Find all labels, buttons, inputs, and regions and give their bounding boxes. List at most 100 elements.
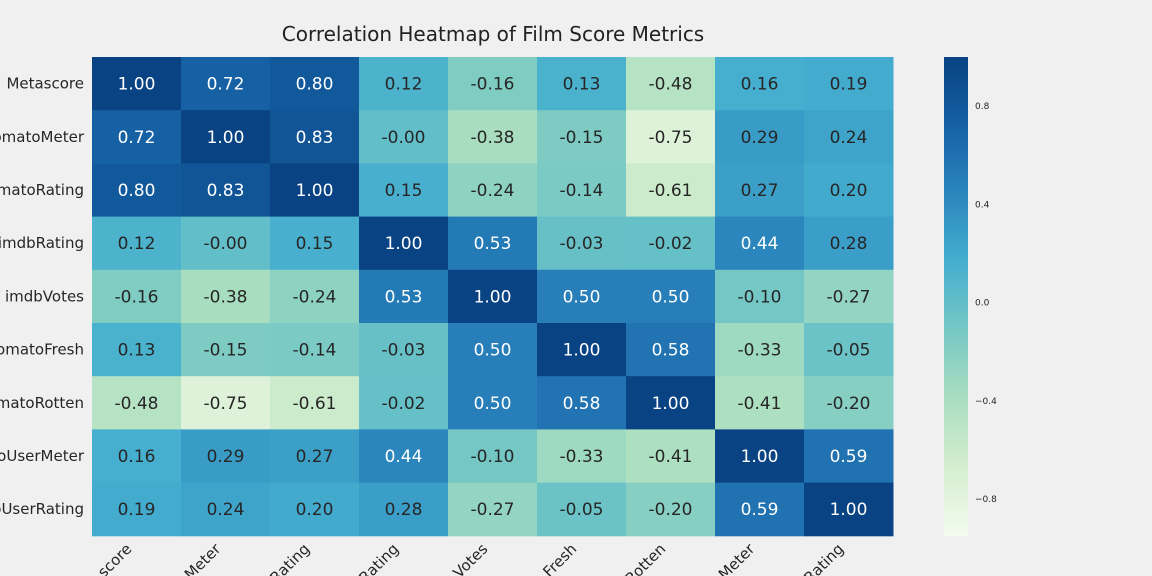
colorbar-tick-label: 0.8 (975, 102, 990, 112)
heatmap-cell (92, 57, 182, 111)
cell-value-label: -0.33 (738, 341, 782, 361)
heatmap-cell (804, 482, 894, 537)
heatmap-cell (537, 269, 627, 324)
heatmap-cell (626, 110, 716, 164)
heatmap-cell (359, 429, 449, 484)
row-label: toUserMeter (0, 447, 85, 465)
cell-value-label: 0.19 (118, 500, 156, 520)
row-label: omatoRating (0, 181, 84, 199)
cell-value-label: -0.00 (204, 234, 248, 254)
heatmap-cell (448, 216, 538, 271)
cell-value-label: -0.27 (471, 500, 515, 520)
heatmap-cell (626, 376, 716, 430)
cell-value-label: -0.38 (471, 128, 515, 148)
heatmap-cell (804, 216, 894, 271)
heatmap-cell (359, 216, 449, 271)
heatmap-cell (92, 163, 182, 218)
row-label: omatoRotten (0, 394, 84, 412)
cell-value-label: 0.27 (296, 447, 334, 467)
cell-value-label: 0.16 (118, 447, 156, 467)
cell-value-label: 0.80 (118, 181, 156, 201)
heatmap-cell (92, 216, 182, 271)
cell-value-label: 0.50 (652, 287, 690, 307)
cell-value-label: 0.50 (563, 287, 601, 307)
heatmap-cell (448, 482, 538, 537)
heatmap-cell (804, 429, 894, 484)
cell-value-label: -0.16 (115, 287, 159, 307)
heatmap-cell (448, 376, 538, 430)
cell-value-label: 0.53 (474, 234, 512, 254)
cell-value-label: 0.29 (207, 447, 245, 467)
heatmap-cell (92, 110, 182, 164)
cell-value-label: 0.28 (385, 500, 423, 520)
cell-value-label: 0.53 (385, 287, 423, 307)
cell-value-label: 0.83 (207, 181, 245, 201)
heatmap-cell (715, 57, 805, 111)
colorbar-tick-label: −0.4 (975, 397, 997, 407)
cell-value-label: 1.00 (118, 75, 156, 95)
cell-value-label: -0.14 (293, 341, 337, 361)
cell-value-label: 0.59 (830, 447, 868, 467)
cell-value-label: 1.00 (830, 500, 868, 520)
heatmap-cell (804, 110, 894, 164)
cell-value-label: 0.20 (830, 181, 868, 201)
cell-value-label: 1.00 (207, 128, 245, 148)
cell-value-label: 0.44 (385, 447, 423, 467)
heatmap-cell (181, 482, 271, 537)
cell-value-label: -0.05 (827, 341, 871, 361)
cell-value-label: -0.10 (471, 447, 515, 467)
heatmap-cell (537, 163, 627, 218)
row-label: oUserRating (0, 500, 84, 518)
heatmap-cell (181, 269, 271, 324)
heatmap-cell (359, 323, 449, 377)
heatmap-cell (804, 163, 894, 218)
cell-value-label: 0.44 (741, 234, 779, 254)
cell-value-label: -0.24 (471, 181, 515, 201)
heatmap-cell (359, 163, 449, 218)
cell-value-label: 0.19 (830, 75, 868, 95)
heatmap-cell (804, 57, 894, 111)
cell-value-label: -0.15 (560, 128, 604, 148)
cell-value-label: -0.24 (293, 287, 337, 307)
heatmap-cell (270, 163, 360, 218)
cell-value-label: -0.27 (827, 287, 871, 307)
heatmap-cell (181, 163, 271, 218)
heatmap-cell (537, 323, 627, 377)
heatmap-cell (626, 429, 716, 484)
row-label: imdbVotes (5, 287, 84, 305)
cell-value-label: 0.15 (385, 181, 423, 201)
heatmap-cell (270, 376, 360, 430)
cell-value-label: 1.00 (652, 394, 690, 414)
cell-value-label: 0.20 (296, 500, 334, 520)
cell-value-label: -0.10 (738, 287, 782, 307)
heatmap-cell (270, 216, 360, 271)
heatmap-cell (270, 57, 360, 111)
cell-value-label: 1.00 (741, 447, 779, 467)
cell-value-label: -0.48 (115, 394, 159, 414)
heatmap-cell (92, 429, 182, 484)
heatmap-cell (448, 323, 538, 377)
heatmap-cell (181, 110, 271, 164)
row-label: omatoMeter (0, 128, 85, 146)
heatmap-cell (626, 482, 716, 537)
cell-value-label: -0.02 (382, 394, 426, 414)
heatmap-cell (537, 376, 627, 430)
cell-value-label: 0.12 (118, 234, 156, 254)
heatmap-cell (359, 376, 449, 430)
chart-title: Correlation Heatmap of Film Score Metric… (281, 22, 705, 46)
cell-value-label: 0.29 (741, 128, 779, 148)
cell-value-label: -0.20 (649, 500, 693, 520)
cell-value-label: 0.15 (296, 234, 334, 254)
heatmap-cell (715, 323, 805, 377)
heatmap-cell (181, 57, 271, 111)
heatmap-cell (537, 482, 627, 537)
heatmap-cell (181, 376, 271, 430)
heatmap-cell (448, 269, 538, 324)
cell-value-label: 0.13 (118, 341, 156, 361)
cell-value-label: 0.50 (474, 341, 512, 361)
cell-value-label: 0.72 (207, 75, 245, 95)
heatmap-cell (181, 429, 271, 484)
cell-value-label: -0.14 (560, 181, 604, 201)
cell-value-label: 0.80 (296, 75, 334, 95)
heatmap-cell (804, 269, 894, 324)
